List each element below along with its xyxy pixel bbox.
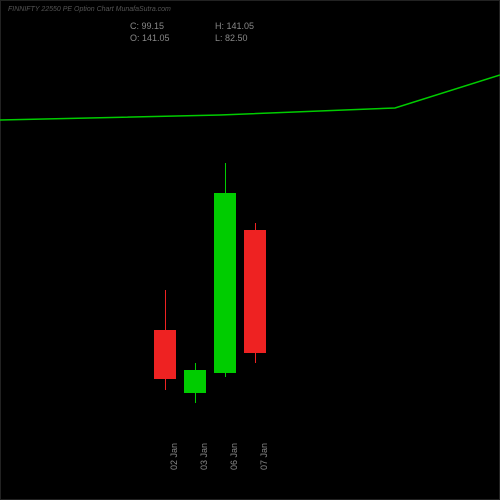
x-axis-label: 03 Jan: [199, 443, 209, 470]
chart-root: FINNIFTY 22550 PE Option Chart MunafaSut…: [0, 0, 500, 500]
x-axis-label: 02 Jan: [169, 443, 179, 470]
candle-body: [244, 230, 266, 353]
candle-body: [184, 370, 206, 393]
candle-body: [214, 193, 236, 373]
x-axis-label: 06 Jan: [229, 443, 239, 470]
x-axis-label: 07 Jan: [259, 443, 269, 470]
candle-body: [154, 330, 176, 379]
candlestick-plot: 02 Jan 03 Jan 06 Jan 07 Jan: [0, 0, 500, 500]
